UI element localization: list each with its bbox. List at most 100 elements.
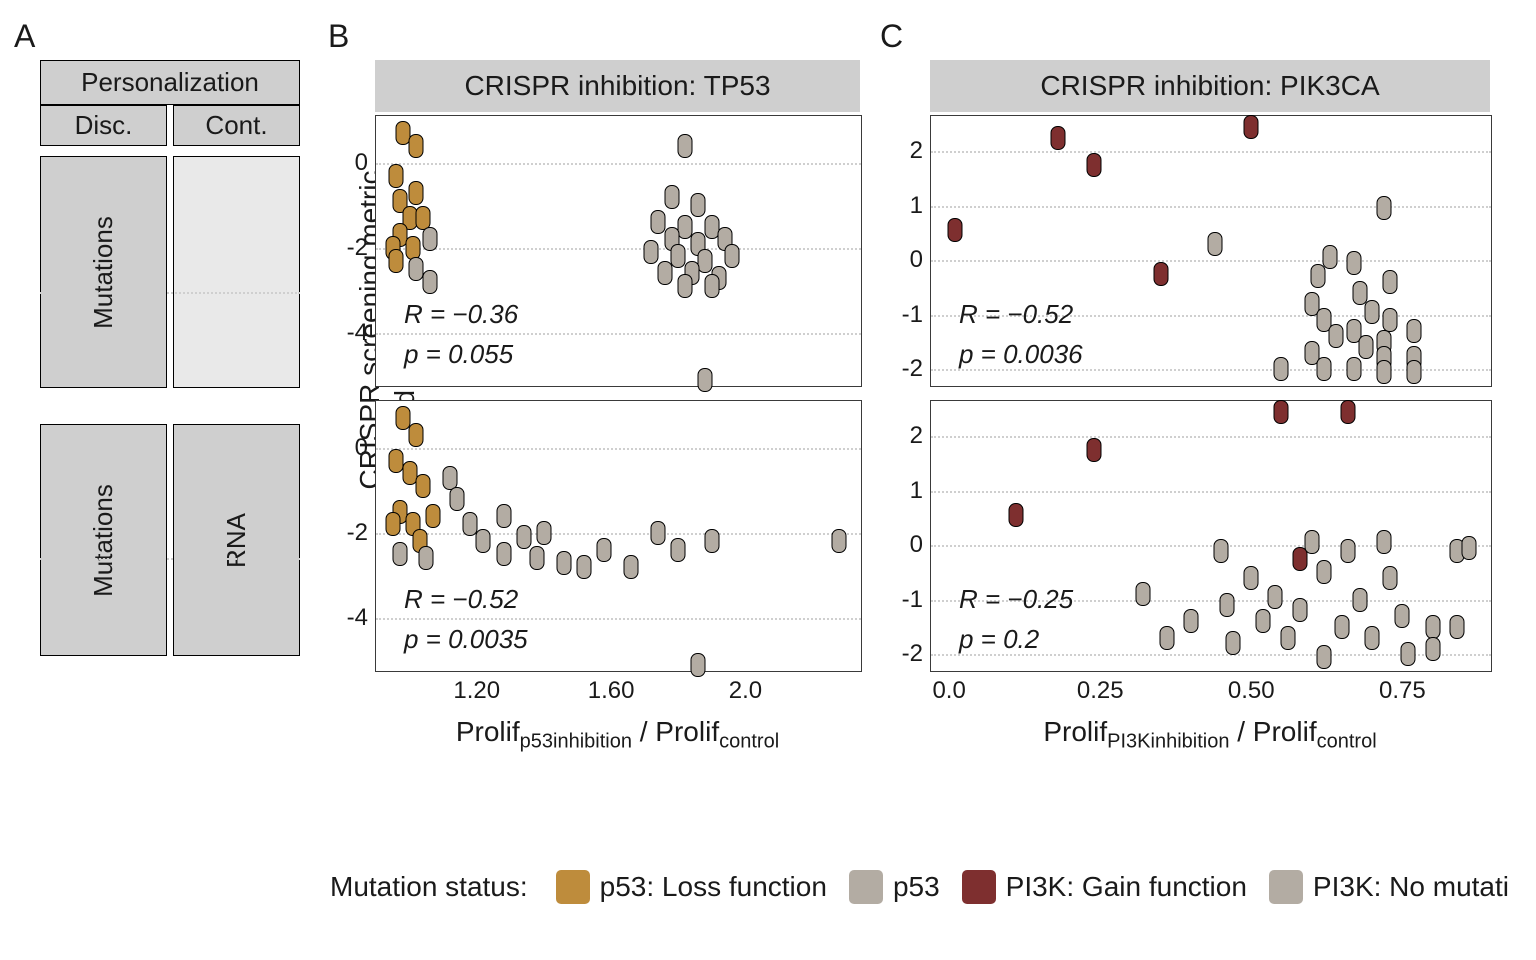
data-point: [1383, 308, 1398, 332]
data-point: [644, 240, 659, 264]
data-point: [1226, 631, 1241, 655]
data-point: [496, 542, 511, 566]
panel-b-top-plot: 0-2-4R = −0.36p = 0.055: [375, 115, 862, 387]
data-point: [409, 181, 424, 205]
data-point: [1365, 300, 1380, 324]
data-point: [1153, 262, 1168, 286]
data-point: [677, 134, 692, 158]
data-point: [1304, 530, 1319, 554]
data-point: [422, 227, 437, 251]
data-point: [677, 215, 692, 239]
data-point: [1407, 319, 1422, 343]
panel-a-col1: Disc.: [40, 105, 167, 146]
legend-item: p53: Loss function: [556, 870, 827, 904]
panel-c-bot-plot: 210-1-20.00.250.500.75R = −0.25p = 0.2: [930, 400, 1492, 672]
panel-c-strip: CRISPR inhibition: PIK3CA: [930, 60, 1490, 112]
data-point: [691, 653, 706, 677]
data-point: [725, 244, 740, 268]
data-point: [426, 504, 441, 528]
data-point: [1310, 264, 1325, 288]
panel-c-xlabel: ProlifPI3Kinhibition / Prolifcontrol: [930, 716, 1490, 754]
data-point: [1377, 530, 1392, 554]
data-point: [1395, 604, 1410, 628]
panel-a-box: Mutations: [40, 424, 167, 656]
divider: [40, 292, 300, 294]
data-point: [1159, 626, 1174, 650]
panel-label-c: C: [880, 18, 903, 55]
data-point: [1214, 539, 1229, 563]
data-point: [651, 210, 666, 234]
data-point: [651, 521, 666, 545]
panel-a-col2: Cont.: [173, 105, 300, 146]
data-point: [419, 546, 434, 570]
data-point: [698, 249, 713, 273]
data-point: [1183, 609, 1198, 633]
data-point: [1087, 438, 1102, 462]
data-point: [624, 555, 639, 579]
data-point: [948, 218, 963, 242]
data-point: [1334, 615, 1349, 639]
data-point: [536, 521, 551, 545]
data-point: [1365, 626, 1380, 650]
legend: Mutation status:p53: Loss functionp53PI3…: [330, 870, 1530, 904]
data-point: [1220, 593, 1235, 617]
data-point: [1347, 251, 1362, 275]
data-point: [449, 487, 464, 511]
data-point: [698, 368, 713, 392]
data-point: [704, 529, 719, 553]
data-point: [392, 542, 407, 566]
data-point: [1359, 335, 1374, 359]
panel-b-xlabel: Prolifp53inhibition / Prolifcontrol: [375, 716, 860, 754]
legend-item: PI3K: No mutati: [1269, 870, 1509, 904]
data-point: [1268, 585, 1283, 609]
data-point: [1407, 360, 1422, 384]
data-point: [1461, 536, 1476, 560]
panel-a-box: [173, 156, 300, 388]
data-point: [1401, 642, 1416, 666]
data-point: [677, 274, 692, 298]
data-point: [1280, 626, 1295, 650]
data-point: [463, 512, 478, 536]
data-point: [671, 538, 686, 562]
data-point: [1377, 360, 1392, 384]
data-point: [1377, 196, 1392, 220]
panel-a-box: RNA: [173, 424, 300, 656]
data-point: [704, 274, 719, 298]
panel-label-b: B: [328, 18, 349, 55]
panel-a-header: Personalization: [40, 60, 300, 105]
data-point: [1316, 357, 1331, 381]
data-point: [1050, 126, 1065, 150]
panel-label-a: A: [14, 18, 35, 55]
data-point: [516, 525, 531, 549]
data-point: [422, 270, 437, 294]
legend-item: PI3K: Gain function: [962, 870, 1247, 904]
data-point: [671, 244, 686, 268]
data-point: [1340, 539, 1355, 563]
panel-b-bot-plot: 0-2-41.201.602.0R = −0.52p = 0.0035: [375, 400, 862, 672]
data-point: [409, 423, 424, 447]
data-point: [496, 504, 511, 528]
data-point: [1353, 281, 1368, 305]
data-point: [1208, 232, 1223, 256]
data-point: [691, 193, 706, 217]
data-point: [1244, 115, 1259, 139]
data-point: [664, 185, 679, 209]
panel-c-top-plot: 210-1-2R = −0.52p = 0.0036: [930, 115, 1492, 387]
data-point: [1316, 645, 1331, 669]
data-point: [1340, 400, 1355, 424]
data-point: [1425, 615, 1440, 639]
data-point: [1383, 270, 1398, 294]
data-point: [389, 164, 404, 188]
data-point: [597, 538, 612, 562]
data-point: [1353, 588, 1368, 612]
data-point: [577, 555, 592, 579]
data-point: [1274, 400, 1289, 424]
data-point: [389, 249, 404, 273]
data-point: [657, 261, 672, 285]
figure: A B C Personalization Disc. Cont. Mutati…: [0, 0, 1536, 960]
data-point: [385, 512, 400, 536]
data-point: [1244, 566, 1259, 590]
data-point: [1292, 598, 1307, 622]
data-point: [1316, 560, 1331, 584]
data-point: [1449, 615, 1464, 639]
